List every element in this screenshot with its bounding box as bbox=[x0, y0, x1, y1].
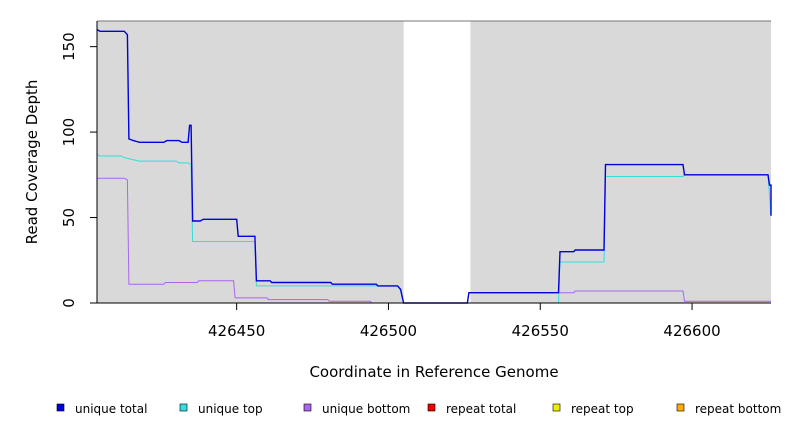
y-axis-title: Read Coverage Depth bbox=[23, 80, 41, 245]
x-tick-label: 426500 bbox=[360, 322, 417, 340]
y-tick-label: 100 bbox=[60, 118, 78, 147]
legend-swatch bbox=[303, 403, 312, 412]
y-tick-label: 150 bbox=[60, 32, 78, 61]
legend-label: repeat top bbox=[571, 402, 634, 416]
legend-swatch bbox=[676, 403, 685, 412]
legend-label: unique total bbox=[75, 402, 147, 416]
legend-swatch bbox=[56, 403, 65, 412]
series-line-unique-total bbox=[96, 28, 772, 304]
legend-label: unique bottom bbox=[322, 402, 410, 416]
legend-label: repeat total bbox=[446, 402, 516, 416]
legend-label: repeat bottom bbox=[695, 402, 781, 416]
gap-region bbox=[403, 21, 471, 303]
plot-background bbox=[97, 20, 771, 303]
legend-swatch bbox=[179, 403, 188, 412]
axes-layer: 426450 426500 426550 426600 0 50 100 150 bbox=[60, 21, 771, 340]
x-axis-title: Coordinate in Reference Genome bbox=[309, 363, 558, 381]
x-tick-label: 426600 bbox=[663, 322, 720, 340]
y-tick-label: 50 bbox=[60, 208, 78, 227]
legend-swatch bbox=[427, 403, 436, 412]
legend-label: unique top bbox=[198, 402, 263, 416]
legend-swatch bbox=[552, 403, 561, 412]
legend: unique total unique top unique bottom repea… bbox=[56, 402, 781, 416]
x-tick-label: 426450 bbox=[208, 322, 265, 340]
y-tick-label: 0 bbox=[60, 298, 78, 308]
series-line-unique-bottom bbox=[97, 177, 771, 304]
x-tick-label: 426550 bbox=[512, 322, 569, 340]
series-line-unique-top bbox=[96, 153, 772, 304]
